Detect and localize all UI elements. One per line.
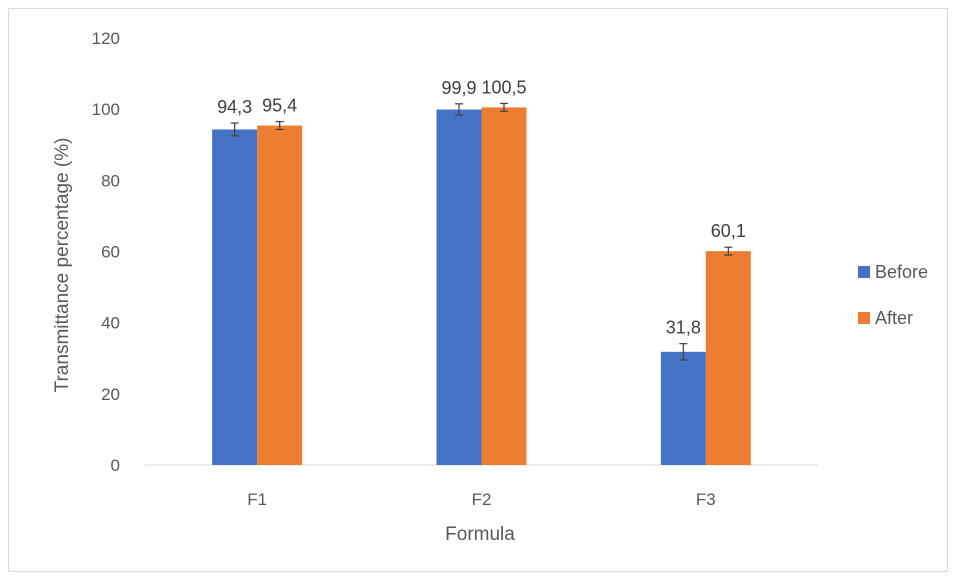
error-bar <box>724 246 733 256</box>
error-bar <box>230 122 239 137</box>
legend-label-after: After <box>875 308 913 328</box>
legend: Before After <box>858 262 928 328</box>
y-axis-ticks: 0 20 40 60 80 100 120 <box>92 29 120 475</box>
y-tick-label: 20 <box>101 385 120 404</box>
data-label: 99,9 <box>441 78 476 98</box>
bar-after-f1 <box>257 125 303 465</box>
bars: 94,3 95,4 99,9 100,5 31,8 60,1 <box>212 77 751 466</box>
bar-before-f2 <box>436 109 482 466</box>
bar-after-f3 <box>705 251 751 465</box>
y-tick-label: 40 <box>101 314 120 333</box>
legend-label-before: Before <box>875 262 928 282</box>
legend-swatch-after <box>858 312 870 324</box>
y-tick-label: 100 <box>92 100 120 119</box>
x-tick-label: F1 <box>247 490 267 509</box>
legend-swatch-before <box>858 266 870 278</box>
error-bar <box>455 103 463 116</box>
error-bar <box>275 121 284 131</box>
data-label: 31,8 <box>666 318 701 338</box>
y-tick-label: 80 <box>101 171 120 190</box>
data-label: 94,3 <box>217 97 252 117</box>
x-axis-ticks: F1 F2 F3 <box>247 490 716 509</box>
error-bar <box>500 102 508 112</box>
data-label: 60,1 <box>711 221 746 241</box>
data-label: 95,4 <box>262 96 297 116</box>
x-axis-title: Formula <box>445 524 515 545</box>
bar-before-f1 <box>212 129 258 466</box>
x-tick-label: F2 <box>472 490 492 509</box>
y-tick-label: 60 <box>101 243 120 262</box>
y-axis-title: Transmittance percentage (%) <box>52 138 73 393</box>
error-bar <box>679 343 688 361</box>
bar-before-f3 <box>660 351 706 465</box>
y-tick-label: 120 <box>92 29 120 48</box>
data-label: 100,5 <box>481 77 526 97</box>
x-tick-label: F3 <box>696 490 716 509</box>
y-tick-label: 0 <box>111 456 120 475</box>
bar-after-f2 <box>481 107 527 465</box>
